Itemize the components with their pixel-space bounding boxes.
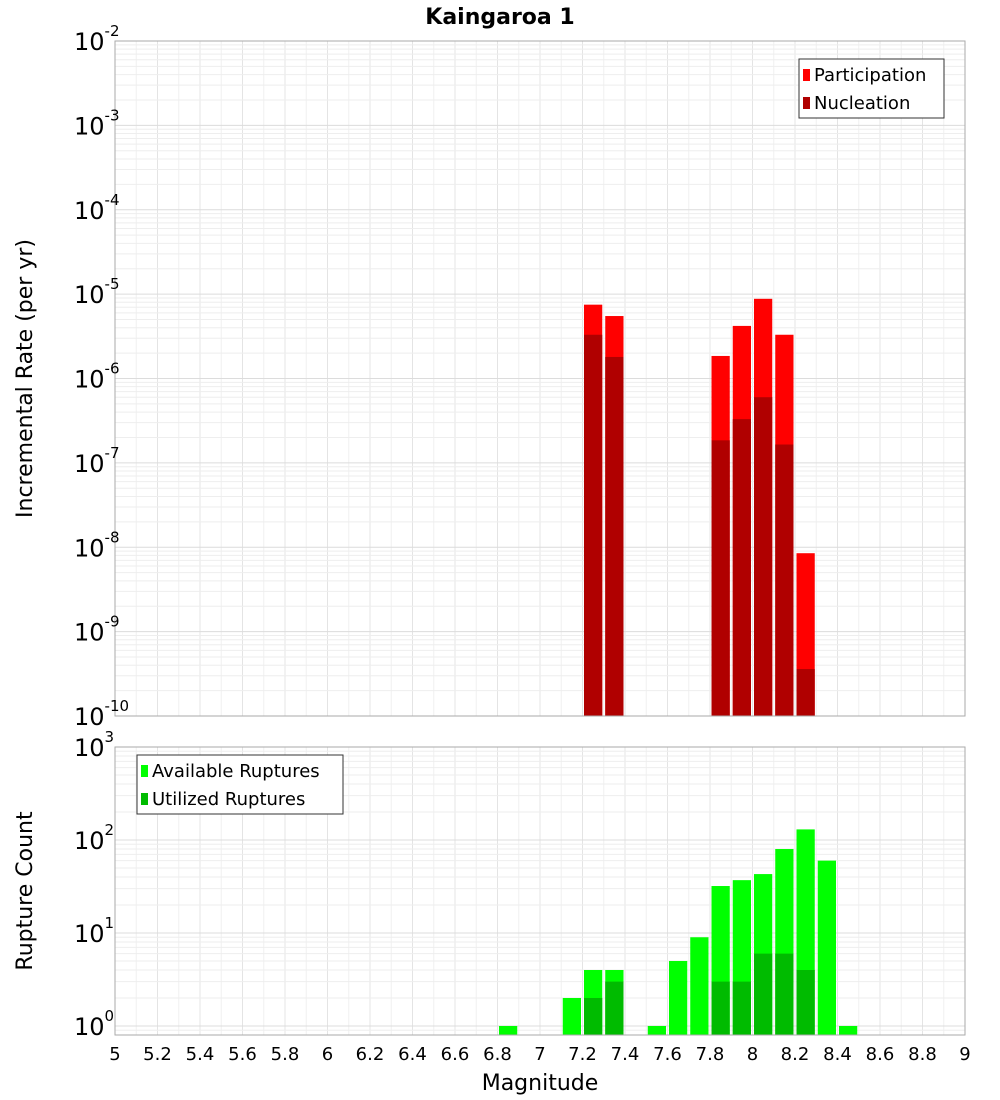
x-tick-label: 8 [747,1044,758,1065]
x-tick-label: 6.2 [356,1044,385,1065]
bar-series-2 [775,444,794,716]
x-tick-label: 6 [322,1044,333,1065]
x-ticks: 5 5.2 5.4 5.6 5.8 6 6.2 6.4 6.6 6.8 7 7.2 7.4 7.6 7.8 8… [109,1044,970,1065]
top-plot-panel: 10-10 10-9 10-8 10-7 10-6 10-5 10-4 10-3 10-2 In… [13,22,966,731]
legend-swatch [803,69,810,81]
y-tick-label: 10-7 [74,444,120,478]
legend-label: Utilized Ruptures [152,789,305,810]
bar-series-2 [584,334,603,716]
x-tick-label: 8.4 [823,1044,852,1065]
bar-series-2 [605,356,624,716]
bar-series-2 [711,440,730,716]
bar-series-2 [754,953,773,1035]
y-tick-label: 10-9 [74,613,120,647]
x-tick-label: 7.6 [653,1044,682,1065]
bar-series-1 [499,1025,518,1035]
bar-series-1 [562,997,581,1035]
y-tick-label: 10-3 [74,106,120,140]
top-plot-frame [114,40,966,717]
x-tick-label: 6.4 [398,1044,427,1065]
bottom-y-axis-label: Rupture Count [13,811,38,971]
x-tick-label: 5.4 [186,1044,215,1065]
top-y-ticks: 10-10 10-9 10-8 10-7 10-6 10-5 10-4 10-3 10-2 [74,22,129,731]
legend-label: Participation [814,65,926,86]
bar-series-2 [775,953,794,1035]
x-tick-label: 7.8 [696,1044,725,1065]
x-tick-label: 5.6 [228,1044,257,1065]
bar-series-1 [839,1025,858,1035]
x-tick-label: 7.2 [568,1044,597,1065]
bar-series-2 [796,969,815,1035]
x-tick-label: 8.2 [781,1044,810,1065]
x-axis-label: Magnitude [482,1071,599,1096]
y-tick-label: 101 [74,914,114,948]
y-tick-label: 10-4 [74,191,120,225]
bar-series-2 [584,997,603,1035]
bar-series-2 [711,981,730,1035]
bottom-bars [499,829,858,1035]
bottom-y-ticks: 100 101 102 103 [74,728,114,1041]
y-tick-label: 10-5 [74,275,120,309]
legend-box [798,58,945,119]
x-tick-label: 9 [959,1044,970,1065]
legend-label: Nucleation [814,93,910,114]
x-tick-label: 5.8 [271,1044,300,1065]
legend-box [136,754,344,815]
legend-swatch [803,97,810,109]
x-tick-label: 7 [534,1044,545,1065]
bar-series-2 [796,669,815,716]
y-tick-label: 10-2 [74,22,120,56]
y-tick-label: 102 [74,821,114,855]
top-grid [114,41,966,717]
x-tick-label: 8.6 [866,1044,895,1065]
x-tick-label: 5 [109,1044,120,1065]
x-tick-label: 6.6 [441,1044,470,1065]
top-y-axis-label: Incremental Rate (per yr) [13,239,38,518]
bar-series-1 [669,960,688,1035]
x-tick-label: 8.8 [908,1044,937,1065]
x-tick-label: 7.4 [611,1044,640,1065]
y-tick-label: 10-10 [74,697,129,731]
x-tick-label: 5.2 [143,1044,172,1065]
legend-swatch [141,793,148,805]
bar-series-2 [605,981,624,1035]
y-tick-label: 10-8 [74,528,120,562]
bar-series-1 [690,937,709,1035]
bar-series-1 [647,1025,666,1035]
legend-swatch [141,765,148,777]
legend-label: Available Ruptures [152,761,320,782]
bar-series-2 [732,981,751,1035]
chart-title: Kaingaroa 1 [425,5,574,30]
bottom-legend: Available Ruptures Utilized Ruptures [136,754,344,815]
y-tick-label: 103 [74,728,114,762]
bar-series-2 [754,397,773,716]
bottom-plot-frame [114,746,966,1036]
bar-series-1 [817,860,836,1035]
y-tick-label: 10-6 [74,360,120,394]
top-bars [584,298,815,716]
bar-series-2 [732,419,751,716]
top-legend: Participation Nucleation [798,58,945,119]
bottom-plot-panel: 100 101 102 103 Rupture Count Available Rup… [13,728,971,1096]
y-tick-label: 100 [74,1007,114,1041]
x-tick-label: 6.8 [483,1044,512,1065]
